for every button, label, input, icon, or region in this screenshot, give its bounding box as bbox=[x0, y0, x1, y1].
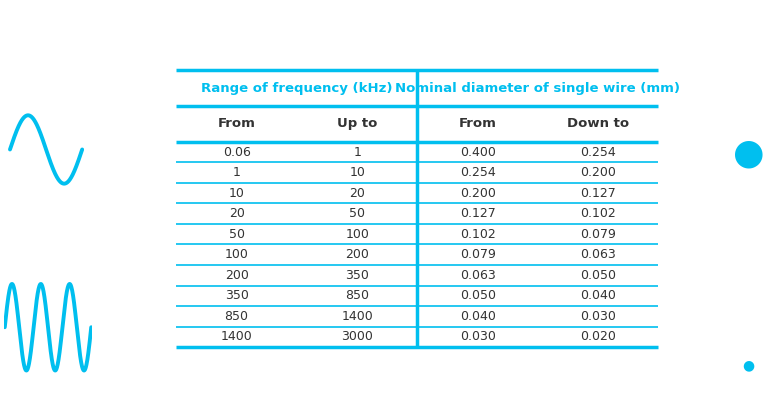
Text: 1: 1 bbox=[353, 145, 361, 158]
Text: 100: 100 bbox=[225, 248, 249, 261]
Text: 350: 350 bbox=[225, 289, 249, 302]
Text: 0.030: 0.030 bbox=[460, 330, 495, 343]
Text: From: From bbox=[217, 118, 256, 130]
Text: 0.063: 0.063 bbox=[460, 269, 495, 282]
Text: ●: ● bbox=[743, 359, 755, 372]
Text: Range of frequency (kHz): Range of frequency (kHz) bbox=[201, 82, 392, 95]
Text: 200: 200 bbox=[225, 269, 249, 282]
Text: 0.102: 0.102 bbox=[460, 228, 495, 241]
Text: 0.020: 0.020 bbox=[581, 330, 616, 343]
Text: Nominal diameter of single wire (mm): Nominal diameter of single wire (mm) bbox=[396, 82, 680, 95]
Text: 20: 20 bbox=[349, 187, 365, 200]
Text: 0.102: 0.102 bbox=[581, 207, 616, 220]
Text: 0.200: 0.200 bbox=[460, 187, 495, 200]
Text: From: From bbox=[458, 118, 497, 130]
Text: 0.127: 0.127 bbox=[581, 187, 616, 200]
Text: 1: 1 bbox=[233, 166, 240, 179]
Text: 350: 350 bbox=[345, 269, 369, 282]
Text: 0.254: 0.254 bbox=[581, 145, 616, 158]
Text: 0.063: 0.063 bbox=[581, 248, 616, 261]
Text: 0.050: 0.050 bbox=[580, 269, 616, 282]
Text: 1400: 1400 bbox=[220, 330, 253, 343]
Text: 10: 10 bbox=[229, 187, 244, 200]
Text: 850: 850 bbox=[224, 310, 249, 323]
Text: 50: 50 bbox=[229, 228, 245, 241]
Text: 0.030: 0.030 bbox=[581, 310, 616, 323]
Text: 0.127: 0.127 bbox=[460, 207, 495, 220]
Text: 850: 850 bbox=[345, 289, 369, 302]
Text: 0.06: 0.06 bbox=[223, 145, 250, 158]
Text: 0.040: 0.040 bbox=[460, 310, 495, 323]
Text: 0.254: 0.254 bbox=[460, 166, 495, 179]
Text: 3000: 3000 bbox=[341, 330, 373, 343]
Text: Up to: Up to bbox=[337, 118, 377, 130]
Text: 200: 200 bbox=[345, 248, 369, 261]
Text: 0.200: 0.200 bbox=[581, 166, 616, 179]
Text: 1400: 1400 bbox=[341, 310, 373, 323]
Text: ●: ● bbox=[733, 137, 765, 170]
Text: 0.040: 0.040 bbox=[581, 289, 616, 302]
Text: 10: 10 bbox=[349, 166, 365, 179]
Text: 20: 20 bbox=[229, 207, 244, 220]
Text: 0.079: 0.079 bbox=[581, 228, 616, 241]
Text: 0.050: 0.050 bbox=[460, 289, 495, 302]
Text: 50: 50 bbox=[349, 207, 365, 220]
Text: 0.079: 0.079 bbox=[460, 248, 495, 261]
Text: 100: 100 bbox=[345, 228, 369, 241]
Text: Down to: Down to bbox=[567, 118, 629, 130]
Text: 0.400: 0.400 bbox=[460, 145, 495, 158]
